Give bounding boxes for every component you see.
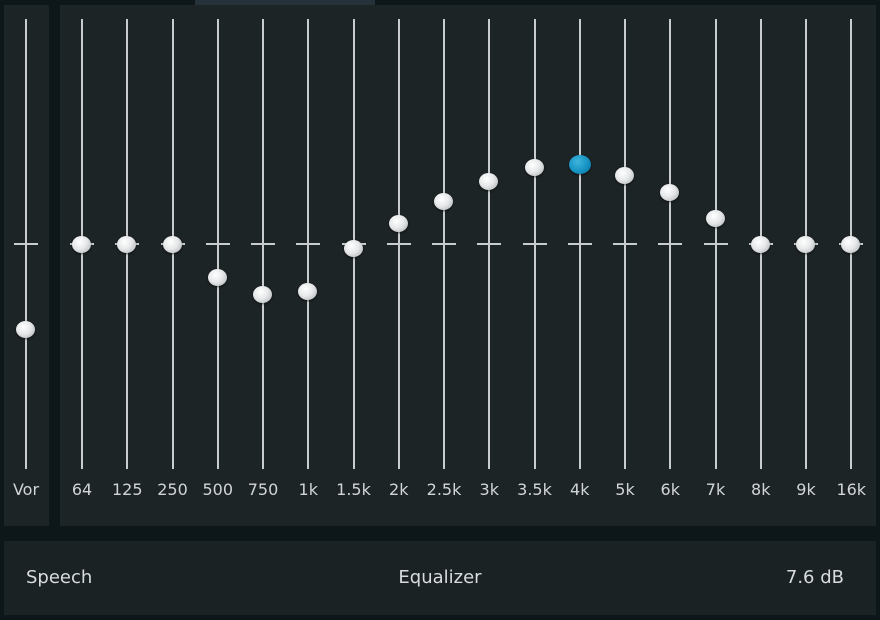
band-frequency-label: 500 — [202, 480, 234, 499]
zero-db-marker — [613, 243, 637, 245]
band-slider-4k[interactable]: 4k — [560, 5, 600, 526]
preamp-panel: Vor — [4, 5, 49, 526]
band-slider-5k[interactable]: 5k — [605, 5, 645, 526]
band-slider-2k[interactable]: 2k — [379, 5, 419, 526]
slider-knob[interactable] — [434, 192, 453, 210]
band-frequency-label: 2k — [389, 480, 409, 499]
background-artwork — [195, 0, 375, 6]
footer-title: Equalizer — [398, 567, 482, 588]
band-slider-500[interactable]: 500 — [198, 5, 238, 526]
preset-name[interactable]: Speech — [26, 567, 93, 588]
zero-db-marker — [14, 243, 38, 245]
band-frequency-label: 125 — [111, 480, 143, 499]
slider-knob[interactable] — [388, 215, 408, 233]
slider-knob[interactable] — [796, 235, 815, 253]
band-slider-6k[interactable]: 6k — [650, 5, 690, 526]
slider-knob[interactable] — [750, 235, 770, 253]
band-frequency-label: 5k — [615, 480, 635, 499]
band-frequency-label: 1k — [298, 480, 318, 499]
band-slider-125[interactable]: 125 — [107, 5, 147, 526]
slider-knob[interactable] — [16, 321, 35, 338]
zero-db-marker — [522, 243, 547, 245]
band-frequency-label: 4k — [570, 480, 590, 499]
band-frequency-label: 9k — [796, 480, 816, 499]
slider-knob[interactable] — [72, 235, 91, 253]
equalizer-panel: 64 125 250 500 750 1k 1.5k 2k 2.5k 3k 3.5k 4k 5k 6k 7k… — [60, 5, 876, 526]
slider-knob[interactable] — [162, 235, 182, 253]
slider-knob[interactable] — [207, 269, 227, 287]
zero-db-marker — [205, 243, 230, 245]
zero-db-marker — [296, 243, 321, 245]
slider-knob[interactable] — [343, 240, 363, 257]
slider-knob[interactable] — [660, 183, 680, 201]
slider-knob[interactable] — [705, 209, 725, 227]
zero-db-marker — [567, 243, 592, 245]
zero-db-marker — [703, 243, 728, 245]
band-slider-64[interactable]: 64 — [62, 5, 102, 526]
slider-knob[interactable] — [524, 159, 544, 176]
band-frequency-label: 3.5k — [517, 480, 552, 499]
equalizer-footer: Speech Equalizer 7.6 dB — [4, 541, 876, 615]
slider-knob[interactable] — [253, 286, 272, 304]
band-slider-1.5k[interactable]: 1.5k — [334, 5, 374, 526]
band-slider-1k[interactable]: 1k — [288, 5, 328, 526]
zero-db-marker — [432, 243, 456, 245]
band-frequency-label: 6k — [660, 480, 680, 499]
slider-knob[interactable] — [568, 154, 591, 174]
band-slider-3.5k[interactable]: 3.5k — [515, 5, 555, 526]
band-slider-750[interactable]: 750 — [243, 5, 283, 526]
band-slider-2.5k[interactable]: 2.5k — [424, 5, 464, 526]
zero-db-marker — [658, 243, 683, 245]
band-frequency-label: 8k — [751, 480, 771, 499]
slider-knob[interactable] — [298, 282, 318, 300]
band-frequency-label: 1.5k — [336, 480, 371, 499]
zero-db-marker — [386, 243, 411, 245]
slider-knob[interactable] — [117, 235, 137, 253]
band-slider-3k[interactable]: 3k — [469, 5, 509, 526]
band-slider-250[interactable]: 250 — [153, 5, 193, 526]
band-frequency-label: 250 — [157, 480, 188, 499]
slider-knob[interactable] — [841, 235, 861, 253]
zero-db-marker — [251, 243, 275, 245]
slider-knob[interactable] — [615, 166, 634, 184]
band-frequency-label: 2.5k — [426, 480, 462, 499]
gain-readout: 7.6 dB — [785, 567, 844, 588]
band-frequency-label: 16k — [836, 480, 867, 499]
band-slider-7k[interactable]: 7k — [696, 5, 736, 526]
band-slider-9k[interactable]: 9k — [786, 5, 826, 526]
band-frequency-label: 64 — [71, 480, 93, 499]
band-slider-16k[interactable]: 16k — [831, 5, 871, 526]
preamp-slider[interactable]: Vor — [6, 5, 46, 526]
zero-db-marker — [477, 243, 502, 245]
preamp-label: Vor — [12, 480, 40, 499]
slider-knob[interactable] — [479, 172, 499, 190]
band-slider-8k[interactable]: 8k — [741, 5, 781, 526]
band-frequency-label: 750 — [247, 480, 279, 499]
band-frequency-label: 7k — [705, 480, 726, 499]
band-frequency-label: 3k — [479, 480, 499, 499]
